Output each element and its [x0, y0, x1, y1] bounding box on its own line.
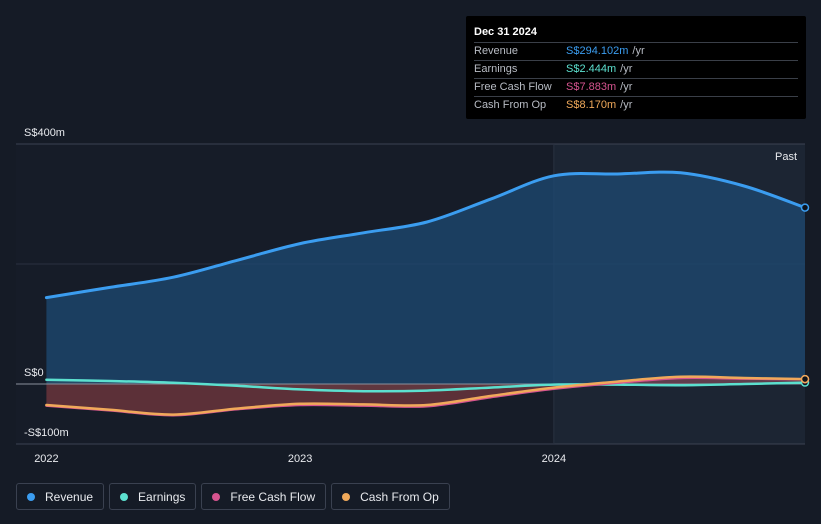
y-tick-label: S$400m — [24, 127, 65, 139]
x-axis-labels: 2022 2023 2024 — [34, 453, 566, 465]
series-lines — [44, 170, 807, 417]
tooltip-value: S$2.444m — [566, 63, 617, 75]
legend-label: Free Cash Flow — [230, 489, 316, 504]
tooltip-label: Free Cash Flow — [474, 81, 552, 93]
legend: Revenue Earnings Free Cash Flow Cash Fro… — [16, 483, 450, 510]
tooltip-label: Revenue — [474, 45, 519, 57]
tooltip-value: S$7.883m — [566, 81, 617, 93]
tooltip-row-free-cash-flow: Free Cash Flow S$7.883m /yr — [474, 78, 798, 96]
legend-item-free-cash-flow[interactable]: Free Cash Flow — [201, 483, 327, 510]
tooltip-unit: /yr — [620, 63, 633, 75]
legend-item-revenue[interactable]: Revenue — [16, 483, 105, 510]
tooltip-label: Cash From Op — [474, 99, 547, 111]
tooltip-row-cash-from-op: Cash From Op S$8.170m /yr — [474, 96, 798, 114]
legend-dot-icon — [212, 492, 221, 501]
legend-dot-icon — [27, 492, 35, 501]
x-tick-label: 2022 — [34, 453, 58, 465]
past-label: Past — [775, 151, 797, 163]
legend-label: Cash From Op — [360, 489, 439, 504]
y-tick-label: -S$100m — [24, 427, 69, 439]
end-dot-cash-from-op — [800, 374, 810, 384]
tooltip-row-revenue: Revenue S$294.102m /yr — [474, 42, 798, 60]
legend-item-cash-from-op[interactable]: Cash From Op — [331, 483, 450, 510]
line-cash-from-op — [45, 375, 807, 416]
tooltip-label: Earnings — [474, 63, 518, 75]
series-end-dots — [800, 203, 810, 387]
tooltip-unit: /yr — [620, 99, 633, 111]
end-dot-revenue — [800, 203, 810, 212]
tooltip-value: S$294.102m — [566, 45, 629, 57]
legend-label: Revenue — [45, 489, 94, 504]
tooltip-date: Dec 31 2024 — [474, 26, 537, 38]
tooltip: Dec 31 2024 Revenue S$294.102m /yr Earni… — [466, 16, 806, 119]
tooltip-unit: /yr — [620, 81, 633, 93]
tooltip-value: S$8.170m — [566, 99, 617, 111]
legend-dot-icon — [342, 492, 351, 501]
area-revenue — [46, 172, 805, 384]
line-revenue — [44, 170, 807, 300]
tooltip-row-earnings: Earnings S$2.444m /yr — [474, 60, 798, 78]
line-earnings — [45, 378, 807, 393]
legend-label: Earnings — [138, 489, 186, 504]
legend-item-earnings[interactable]: Earnings — [109, 483, 197, 510]
y-tick-label: S$0 — [24, 367, 44, 379]
legend-dot-icon — [120, 492, 129, 501]
area-free-cash-flow — [46, 377, 805, 416]
y-axis-labels: S$400m S$0 -S$100m — [24, 127, 69, 439]
tooltip-unit: /yr — [632, 45, 645, 57]
x-tick-label: 2023 — [288, 453, 312, 465]
x-tick-label: 2024 — [542, 453, 566, 465]
